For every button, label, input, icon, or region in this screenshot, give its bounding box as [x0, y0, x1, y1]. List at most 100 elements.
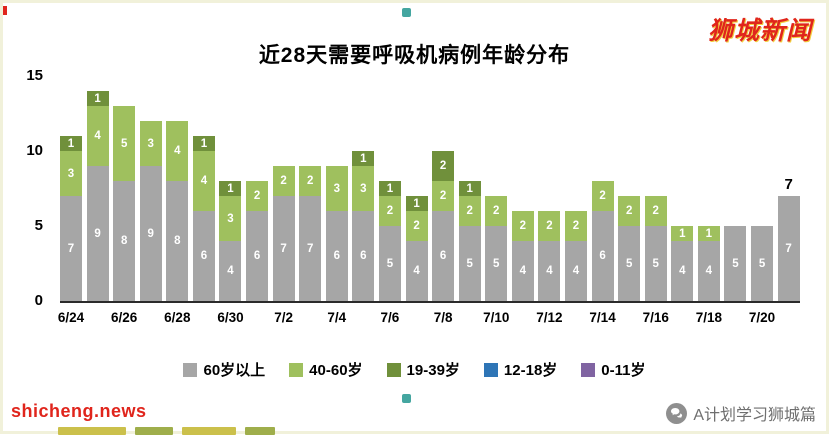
bar-segment: 7: [777, 196, 800, 301]
bar-segment: 2: [432, 151, 455, 181]
bar-segment: 1: [219, 181, 242, 196]
x-axis-tick-label: 7/8: [433, 310, 453, 325]
bar-segment: 9: [139, 166, 162, 301]
bar-segment: 2: [405, 211, 428, 241]
bar-segment: 5: [724, 226, 747, 301]
bar-segment: 1: [405, 196, 428, 211]
legend-swatch: [289, 362, 304, 377]
chart-title: 近28天需要呼吸机病例年龄分布: [258, 44, 571, 67]
bar-segment: 2: [432, 181, 455, 211]
x-axis-tick-label: 7/12: [536, 310, 563, 325]
x-axis-tick-label: 6/28: [164, 310, 191, 325]
bar-segment: 4: [166, 121, 189, 181]
bar: 2 2 6 7/8: [432, 76, 455, 325]
bar-value-annotation: 7: [784, 176, 793, 193]
bar-segment: 2: [485, 196, 508, 226]
bar-segment: 6: [325, 211, 348, 301]
bar-segment: 1: [192, 136, 215, 151]
bar-segment: 5: [618, 226, 641, 301]
bar-segment: 2: [618, 196, 641, 226]
x-axis-tick-label: 7/6: [380, 310, 400, 325]
x-axis-tick-label: 7/2: [274, 310, 294, 325]
bar-segment: 2: [538, 211, 561, 241]
x-axis-tick-label: 7/18: [695, 310, 723, 325]
bar: 2 4 7/12: [536, 76, 563, 325]
bar-segment: 7: [272, 196, 295, 301]
bar: 2 5 7/10: [483, 76, 509, 325]
bar: 2 7 7/2: [272, 76, 295, 325]
bar: 1 3 7 6/24: [58, 76, 84, 325]
bar: 5: [724, 76, 747, 301]
bar-segment: 3: [219, 196, 242, 241]
bar: 5 8 6/26: [111, 76, 137, 325]
x-axis-tick-label: 6/30: [217, 310, 244, 325]
bar-segment: 1: [352, 151, 375, 166]
bar: 2 6 7/14: [589, 76, 616, 325]
edge-artifact-red: [3, 6, 7, 15]
bar-segment: 1: [458, 181, 481, 196]
bar-segment: 3: [139, 121, 162, 166]
y-axis-tick-label: 0: [34, 292, 43, 309]
bar-segment: 1: [378, 181, 401, 196]
bar-segment: 2: [378, 196, 401, 226]
legend-swatch: [581, 362, 596, 377]
bar-segment: 2: [246, 181, 269, 211]
bar-segment: 4: [538, 241, 561, 301]
bar-segment: 4: [671, 241, 694, 301]
bar: 2 5 7/16: [643, 76, 669, 325]
x-axis-tick-label: 7/4: [327, 310, 347, 325]
bar-segment: 3: [352, 166, 375, 211]
y-axis-labels: 0 5 10 15: [13, 67, 51, 309]
bar-segment: 1: [60, 136, 82, 151]
bar-segment: 6: [432, 211, 455, 301]
legend-label: 40-60岁: [309, 362, 363, 379]
bar-segment: 7: [299, 196, 322, 301]
bar: 4 8 6/28: [164, 76, 190, 325]
legend-item: 19-39岁: [386, 359, 460, 380]
footer-account: A计划学习狮城篇: [666, 401, 816, 425]
bar-segment: 5: [644, 226, 667, 301]
bar-segment: 2: [272, 166, 295, 196]
legend-item: 40-60岁: [289, 359, 363, 380]
bar-segment: 4: [564, 241, 587, 301]
bar-segment: 4: [511, 241, 534, 301]
bar-segment: 6: [246, 211, 269, 301]
top-edge-glyph-icon: [402, 8, 411, 17]
bar-segment: 5: [485, 226, 508, 301]
legend-label: 0-11岁: [601, 362, 646, 379]
bar: 1 2 5 7/6: [378, 76, 401, 325]
x-axis-tick-label: 6/26: [111, 310, 138, 325]
bar-segment: 5: [751, 226, 774, 301]
bar-segment: 4: [192, 151, 215, 211]
bar-segment: 1: [671, 226, 694, 241]
x-axis-tick-label: 7/16: [642, 310, 669, 325]
x-axis-tick-label: 7/10: [483, 310, 510, 325]
bar-segment: 4: [219, 241, 242, 301]
bar-segment: 4: [697, 241, 720, 301]
legend-label: 12-18岁: [503, 362, 558, 379]
wechat-icon: [666, 402, 688, 424]
bar: 3 6 7/4: [325, 76, 348, 325]
bar-segment: 9: [86, 166, 109, 301]
y-axis-tick-label: 15: [26, 67, 43, 84]
bar-segment: 2: [511, 211, 534, 241]
bar-segment: 6: [591, 211, 614, 301]
legend-item: 0-11岁: [581, 359, 646, 380]
x-axis-tick-label: 6/24: [57, 310, 85, 325]
bar-segment: 6: [192, 211, 215, 301]
bar-segment: 1: [86, 91, 109, 106]
y-axis-tick-label: 5: [34, 217, 43, 234]
legend-label: 60岁以上: [203, 362, 266, 379]
bar-segment: 1: [697, 226, 720, 241]
watermark-text: shicheng.news: [11, 401, 147, 421]
legend-item: 60岁以上: [183, 359, 265, 380]
footer-account-name: A计划学习狮城篇: [693, 407, 816, 424]
